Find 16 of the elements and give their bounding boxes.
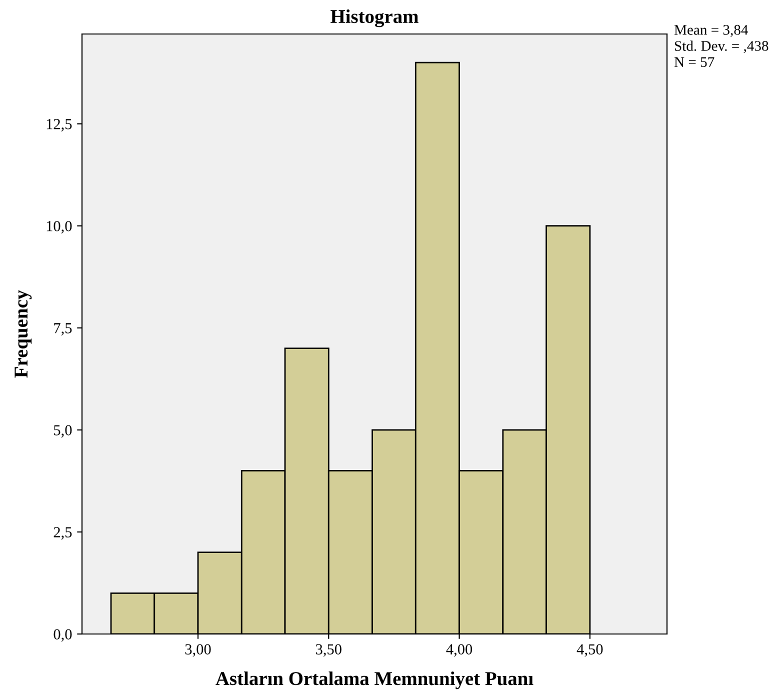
y-axis-title: Frequency xyxy=(14,290,32,378)
y-tick-label: 7,5 xyxy=(54,323,72,336)
text: Mean = 3,84 xyxy=(674,24,748,37)
x-tick-label: 4,50 xyxy=(576,644,603,657)
y-tick-label: 5,0 xyxy=(54,425,72,438)
x-tick-label: 3,50 xyxy=(316,644,342,657)
y-tick-label: 10,0 xyxy=(46,220,72,234)
text: N = 57 xyxy=(674,57,714,67)
y-tick-label: 2,5 xyxy=(54,527,72,540)
y-tick-label: 12,5 xyxy=(46,118,72,132)
y-tick-label: 0,0 xyxy=(54,629,72,642)
x-tick-label: 3,00 xyxy=(185,644,211,657)
x-tick-label: 4,00 xyxy=(446,644,472,657)
x-axis-title: Astların Ortalama Memnuniyet Puanı xyxy=(216,671,534,690)
chart-title: Histogram xyxy=(330,9,418,28)
text: Std. Dev. = ,438 xyxy=(674,40,768,53)
